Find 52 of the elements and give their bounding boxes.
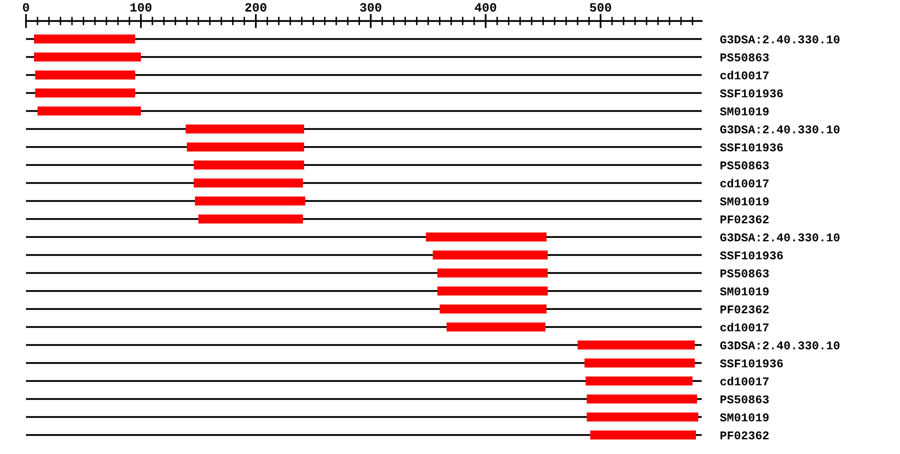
y-tick-label: G3DSA:2.40.330.10 [720,233,840,242]
y-tick-label: SSF101936 [720,143,783,152]
x-tick-label: 100 [130,3,152,12]
bar [437,268,548,278]
y-tick-label: G3DSA:2.40.330.10 [720,125,840,134]
y-tick-label: PS50863 [720,269,769,278]
y-tick-label: PF02362 [720,305,769,314]
y-tick-label: PS50863 [720,53,769,62]
y-tick-label: G3DSA:2.40.330.10 [720,341,840,350]
bar [586,394,698,404]
bar [584,358,695,368]
y-tick-label: PF02362 [720,215,769,224]
bar [35,70,136,80]
y-tick-label: cd10017 [720,376,769,386]
bar [194,178,303,188]
y-tick-label: SSF101936 [720,251,783,260]
bar [590,430,696,440]
bar [432,250,548,260]
bar [440,304,547,314]
x-tick-label: 0 [22,3,30,12]
y-tick-label: SSF101936 [720,89,783,98]
y-tick-label: PF02362 [720,431,769,440]
y-tick-label: SM01019 [720,413,769,422]
bar [34,34,136,44]
y-tick-label: cd10017 [720,178,769,188]
y-tick-label: cd10017 [720,322,769,332]
bar [586,412,698,422]
y-tick-label: PS50863 [720,395,769,404]
x-tick-label: 200 [245,3,266,12]
y-tick-label: SSF101936 [720,359,783,368]
bar [194,160,304,170]
bar [194,196,306,206]
y-tick-label: SM01019 [720,107,769,116]
x-tick-label: 400 [474,3,496,12]
y-tick-label: SM01019 [720,287,769,296]
x-tick-label: 500 [590,3,612,12]
bar [186,124,304,134]
y-tick-label: SM01019 [720,197,769,206]
bar [37,106,141,116]
bar [186,142,304,152]
bar [426,232,547,242]
bar [578,340,695,350]
bar [34,52,141,62]
y-tick-label: G3DSA:2.40.330.10 [720,35,840,44]
y-tick-label: PS50863 [720,161,769,170]
bar [586,376,693,386]
bar [35,88,136,98]
bar [437,286,548,296]
bar [446,322,546,332]
y-tick-label: cd10017 [720,70,769,80]
bar [198,214,303,224]
x-tick-label: 300 [360,3,382,12]
